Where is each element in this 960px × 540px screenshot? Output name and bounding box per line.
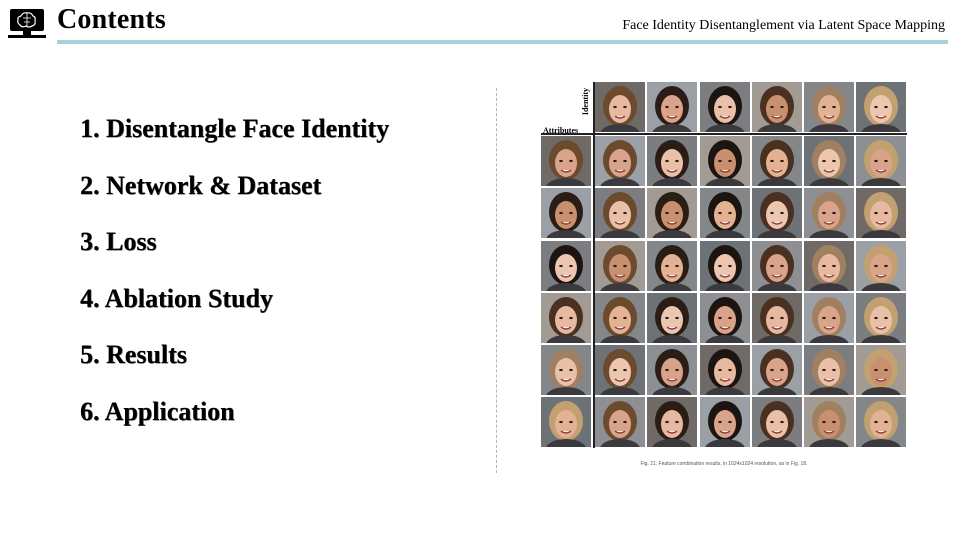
dashed-divider (496, 88, 497, 473)
face-thumbnail (856, 240, 907, 291)
face-thumbnail (804, 345, 854, 395)
face-thumbnail (541, 292, 591, 343)
contents-item: 2. Network & Dataset (80, 170, 322, 200)
face-thumbnail (699, 188, 750, 239)
face-thumbnail (699, 240, 750, 291)
face-thumbnail (647, 397, 698, 448)
face-thumbnail (647, 292, 698, 343)
contents-item: 5. Results (80, 340, 187, 370)
header-divider (57, 40, 948, 44)
face-grid: Identity Attributes (541, 82, 907, 448)
face-thumbnail (751, 397, 802, 448)
face-thumbnail (699, 136, 750, 187)
face-thumbnail (647, 136, 698, 187)
face-thumbnail (647, 345, 698, 395)
face-thumbnail (541, 240, 591, 291)
face-thumbnail (804, 82, 854, 132)
face-thumbnail (595, 292, 646, 343)
face-thumbnail (804, 292, 854, 343)
brain-computer-icon (8, 8, 46, 40)
face-thumbnail (699, 397, 750, 448)
face-thumbnail (751, 82, 802, 132)
grid-corner (541, 82, 593, 134)
face-thumbnail (541, 345, 591, 395)
face-thumbnail (541, 136, 591, 187)
face-thumbnail (804, 136, 854, 187)
face-thumbnail (595, 82, 646, 132)
contents-item: 1. Disentangle Face Identity (80, 114, 390, 143)
face-thumbnail (647, 240, 698, 291)
face-thumbnail (856, 136, 907, 187)
attributes-label: Attributes (543, 126, 579, 135)
grid-side-line (593, 82, 595, 448)
face-thumbnail (856, 397, 907, 448)
face-thumbnail (699, 82, 750, 132)
slide-header: Contents Face Identity Disentanglement v… (0, 0, 960, 46)
contents-item: 4. Ablation Study (80, 283, 273, 313)
figure-caption: Fig. 21. Feature combination results, in… (640, 461, 808, 467)
face-thumbnail (595, 188, 646, 239)
face-thumbnail (647, 188, 698, 239)
face-thumbnail (595, 136, 646, 187)
face-thumbnail (856, 82, 907, 132)
face-thumbnail (595, 397, 646, 448)
face-thumbnail (856, 345, 907, 395)
contents-list: 1. Disentangle Face Identity 2. Network … (80, 112, 389, 452)
face-thumbnail (804, 188, 854, 239)
face-thumbnail (699, 345, 750, 395)
paper-title: Face Identity Disentanglement via Latent… (622, 18, 945, 33)
face-thumbnail (751, 292, 802, 343)
face-thumbnail (595, 345, 646, 395)
face-thumbnail (856, 292, 907, 343)
face-thumbnail (856, 188, 907, 239)
face-thumbnail (751, 188, 802, 239)
face-thumbnail (541, 188, 591, 239)
grid-header-line (541, 133, 907, 135)
face-thumbnail (647, 82, 698, 132)
face-thumbnail (541, 397, 591, 448)
face-thumbnail (751, 136, 802, 187)
face-thumbnail (804, 240, 854, 291)
face-grid-figure: Identity Attributes (541, 82, 907, 448)
contents-item: 6. Application (80, 396, 235, 426)
contents-item: 3. Loss (80, 227, 157, 257)
page-title: Contents (57, 4, 166, 35)
face-thumbnail (804, 397, 854, 448)
face-thumbnail (751, 240, 802, 291)
face-thumbnail (699, 292, 750, 343)
face-thumbnail (751, 345, 802, 395)
face-thumbnail (595, 240, 646, 291)
identity-label: Identity (581, 88, 590, 116)
